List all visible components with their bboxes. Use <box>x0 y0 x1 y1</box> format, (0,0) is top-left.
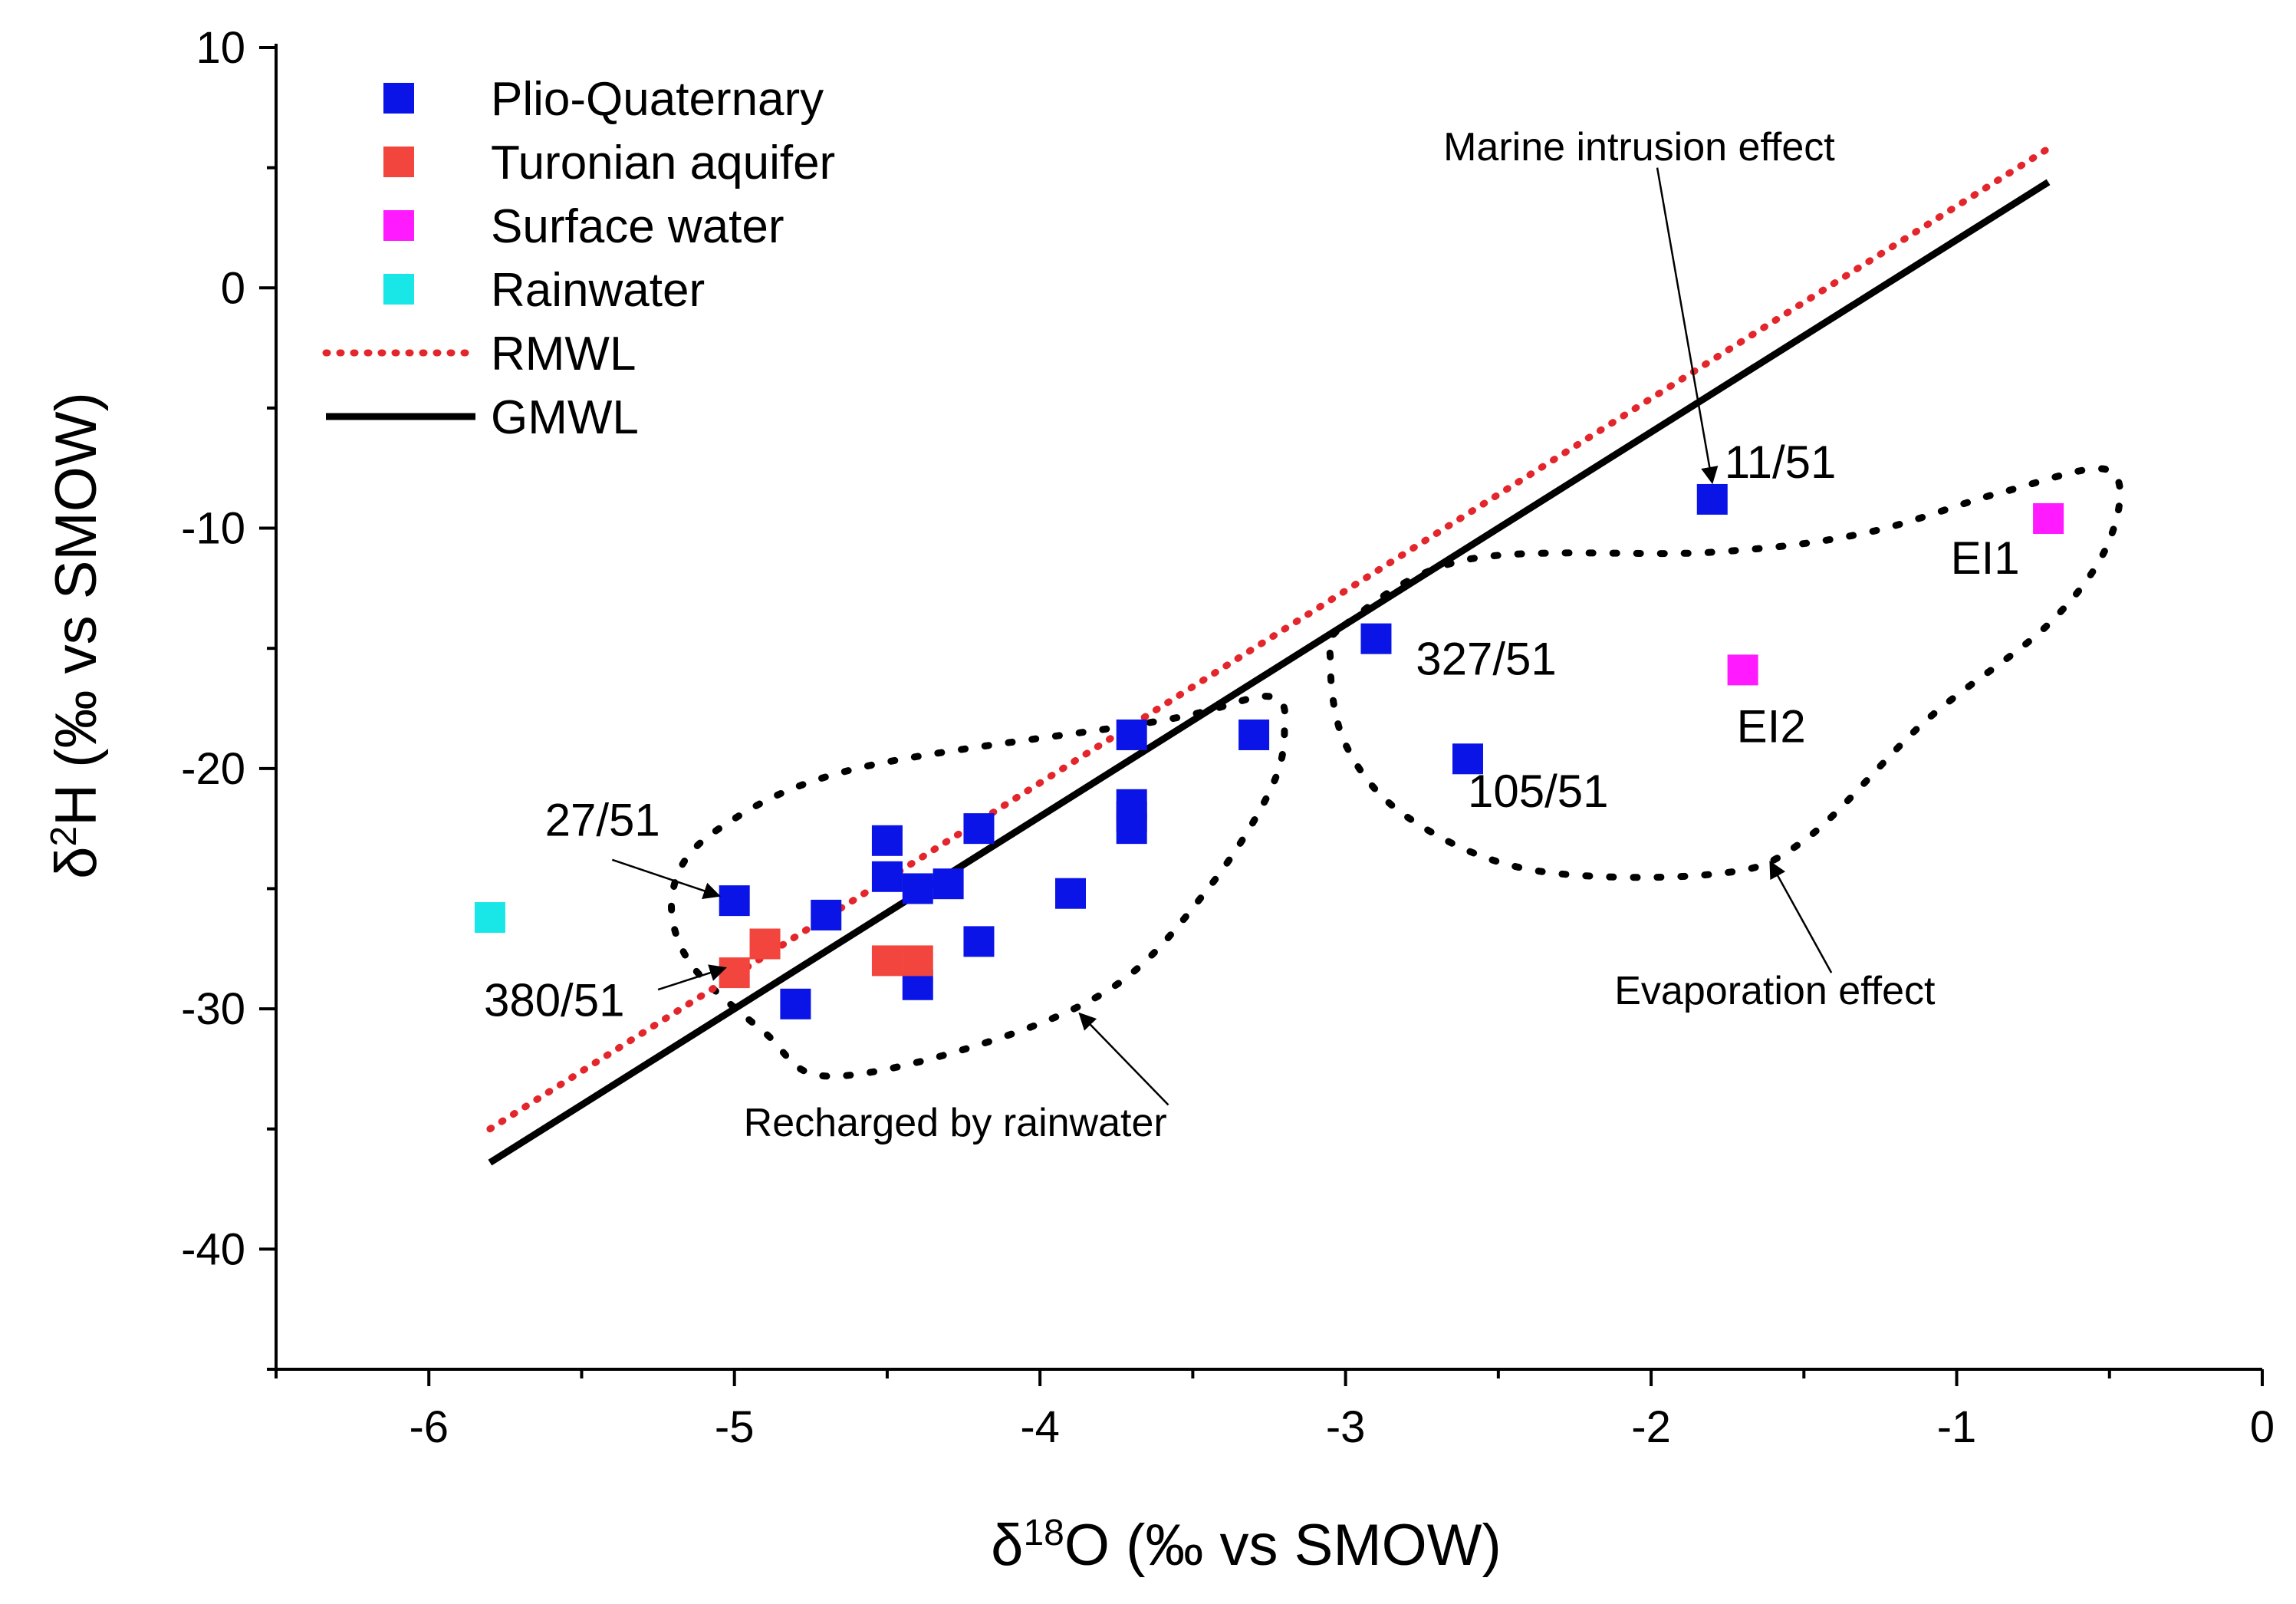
plio-quaternary-point <box>963 926 995 957</box>
point-label: 11/51 <box>1725 436 1837 488</box>
legend-swatch-surface-water <box>383 210 414 241</box>
x-tick-label: 0 <box>2250 1402 2275 1452</box>
annotation-arrow <box>1078 1012 1169 1106</box>
legend-swatch-plio-quaternary <box>383 83 414 114</box>
x-tick-label: -3 <box>1326 1402 1366 1452</box>
plio-quaternary-point <box>1360 623 1392 654</box>
point-label: EI2 <box>1737 700 1806 752</box>
legend-label-rainwater: Rainwater <box>491 264 705 317</box>
legend-label-plio-quaternary: Plio-Quaternary <box>491 73 824 126</box>
point-label: 27/51 <box>545 795 660 846</box>
point-label: 327/51 <box>1416 634 1557 685</box>
x-tick-label: -2 <box>1631 1402 1671 1452</box>
plio-quaternary-point <box>963 813 995 845</box>
legend-swatch-rainwater <box>383 274 414 305</box>
annotation-arrow <box>1769 861 1833 973</box>
turonian-aquifer-point <box>719 957 750 989</box>
point-label: EI1 <box>1951 532 2020 584</box>
rainwater-point <box>474 902 505 934</box>
evaporation-region <box>1325 465 2124 881</box>
y-tick-label: -10 <box>181 504 245 554</box>
turonian-aquifer-point <box>902 945 933 977</box>
y-tick-label: -20 <box>181 744 245 794</box>
y-tick-label: -30 <box>181 984 245 1034</box>
legend-label-turonian-aquifer: Turonian aquifer <box>491 137 835 189</box>
plio-quaternary-point <box>1116 719 1147 750</box>
annotation-arrow <box>1656 167 1719 485</box>
x-tick-label: -1 <box>1937 1402 1977 1452</box>
plio-quaternary-point <box>1238 719 1270 750</box>
x-tick-label: -6 <box>409 1402 449 1452</box>
plio-quaternary-point <box>902 873 933 904</box>
annotations-layer: 11/51 EI1 327/51 EI2 105/51 27/51 380/51 Marine… <box>484 125 2020 1145</box>
x-tick-label: -5 <box>715 1402 755 1452</box>
plio-quaternary-point <box>1055 878 1086 909</box>
plio-quaternary-point <box>871 825 903 856</box>
plio-quaternary-point <box>871 861 903 892</box>
gmwl-line <box>488 179 2051 1166</box>
annotation-label: Marine intrusion effect <box>1443 125 1835 170</box>
legend-swatch-turonian-aquifer <box>383 147 414 177</box>
point-label: 105/51 <box>1468 766 1609 817</box>
legend-label-surface-water: Surface water <box>491 200 785 253</box>
y-tick-label: -40 <box>181 1224 245 1274</box>
plio-quaternary-point <box>811 899 842 930</box>
plio-quaternary-point <box>1452 743 1483 775</box>
surface-water-point <box>2033 503 2064 535</box>
plio-quaternary-point <box>719 885 750 917</box>
plio-quaternary-point <box>1696 483 1728 515</box>
plio-quaternary-point <box>933 868 964 900</box>
points-layer <box>474 483 2064 1019</box>
annotation-arrow <box>611 858 721 900</box>
annotation-label: Recharged by rainwater <box>744 1101 1167 1145</box>
x-tick-label: -4 <box>1020 1402 1060 1452</box>
annotation-arrow <box>657 964 727 991</box>
turonian-aquifer-point <box>871 945 903 977</box>
turonian-aquifer-point <box>749 928 781 960</box>
y-axis-title: δ2H (‰ vs SMOW) <box>44 392 110 879</box>
annotation-label: Evaporation effect <box>1614 969 1936 1013</box>
plio-quaternary-point <box>780 988 811 1019</box>
plio-quaternary-point <box>1116 813 1147 845</box>
legend: Plio-Quaternary Turonian aquifer Surface w… <box>322 73 835 444</box>
point-label: 380/51 <box>484 974 625 1026</box>
x-axis-title: δ18O (‰ vs SMOW) <box>991 1513 1502 1579</box>
recharge-region <box>668 693 1289 1080</box>
regions-layer <box>668 465 2124 1080</box>
legend-label-rmwl: RMWL <box>491 328 636 380</box>
surface-water-point <box>1727 654 1758 686</box>
legend-label-gmwl: GMWL <box>491 391 639 444</box>
y-tick-label: 10 <box>196 23 245 73</box>
y-tick-label: 0 <box>221 263 245 313</box>
